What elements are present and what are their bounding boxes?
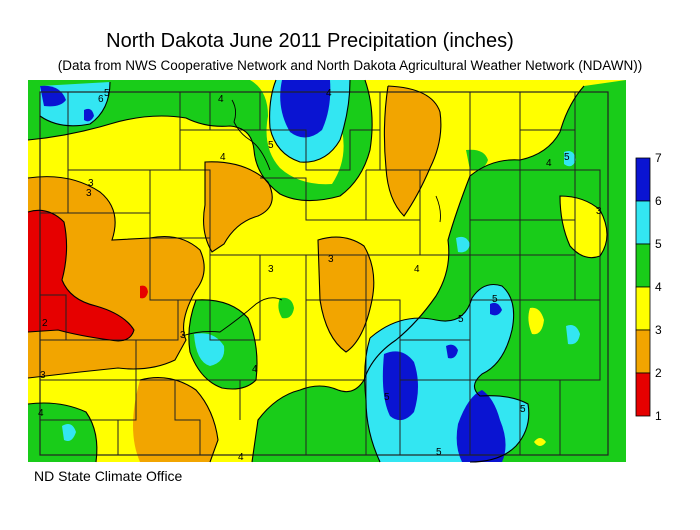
contour-label: 5 — [520, 404, 526, 415]
zone-6-7-south-east — [456, 390, 506, 462]
contour-label: 3 — [596, 206, 602, 217]
zone-4-5-northwest — [28, 80, 373, 201]
legend-label: 4 — [655, 280, 662, 294]
legend-swatch-6-7 — [635, 157, 651, 202]
legend-swatch-2-3 — [635, 329, 651, 374]
zone-3-4-ne-spot — [478, 115, 488, 124]
zone-1-2-spot — [140, 285, 148, 299]
legend-label: 1 — [655, 409, 662, 423]
contour-label: 4 — [546, 158, 552, 169]
zone-5-6-spot1 — [456, 236, 470, 253]
zone-3-4-east-spot — [528, 307, 544, 335]
zone-4-5-spot — [278, 297, 294, 319]
contour-label: 4 — [220, 152, 226, 163]
zone-6-7-nw2 — [84, 108, 94, 122]
legend-label: 6 — [655, 194, 662, 208]
contour-label: 3 — [88, 178, 94, 189]
contour-label: 5 — [564, 152, 570, 163]
zone-5-6-central — [194, 333, 225, 366]
legend-swatches — [635, 157, 651, 417]
contour-label: 4 — [38, 408, 44, 419]
credit-text: ND State Climate Office — [34, 468, 183, 484]
legend-labels: 7 6 5 4 3 2 1 — [655, 151, 662, 423]
zone-4-5-north-band — [466, 149, 488, 171]
contour-label: 6 — [98, 94, 104, 105]
legend-label: 2 — [655, 366, 662, 380]
legend-label: 3 — [655, 323, 662, 337]
contour-label: 5 — [492, 294, 498, 305]
zone-5-6-spot2 — [62, 424, 76, 441]
contour-label: 4 — [326, 88, 332, 99]
contour-label: 3 — [180, 330, 186, 341]
zone-1-2-west — [28, 210, 134, 341]
contour-labels: 6 5 4 4 3 2 3 3 4 5 4 5 4 5 3 3 4 5 3 4 … — [38, 88, 602, 463]
county-boundaries — [39, 91, 601, 455]
map-title: North Dakota June 2011 Precipitation (in… — [106, 30, 514, 52]
contour-label: 3 — [86, 188, 92, 199]
contour-label: 5 — [268, 140, 274, 151]
legend-swatch-3-4 — [635, 286, 651, 331]
contour-label: 4 — [252, 364, 258, 375]
zone-4-5-east — [252, 80, 626, 462]
zone-5-6-spot4 — [566, 325, 580, 345]
state-outline — [39, 91, 609, 456]
zone-6-7-spot2 — [490, 302, 502, 316]
river — [181, 99, 441, 337]
zone-3-4-se-spot — [534, 438, 546, 446]
zone-2-3-north — [384, 86, 441, 216]
legend-swatch-5-6 — [635, 200, 651, 245]
zone-6-7-north — [280, 80, 331, 138]
contour-label: 3 — [40, 370, 46, 381]
legend-label: 5 — [655, 237, 662, 251]
zone-5-6-spot3 — [564, 151, 576, 167]
zone-3-4-east-pocket — [560, 196, 607, 258]
legend-swatch-1-2 — [635, 372, 651, 417]
contour-label: 5 — [384, 392, 390, 403]
legend-swatch-4-5 — [635, 243, 651, 288]
precipitation-fill — [28, 80, 626, 462]
zone-2-3-central — [203, 161, 273, 252]
contour-label: 5 — [458, 314, 464, 325]
contour-label: 4 — [238, 452, 244, 463]
contour-label: 2 — [42, 318, 48, 329]
contour-label: 5 — [104, 88, 110, 99]
legend-label: 7 — [655, 151, 662, 165]
contour-label: 4 — [218, 94, 224, 105]
map-subtitle: (Data from NWS Cooperative Network and N… — [57, 58, 643, 73]
zone-4-5-southwest — [28, 403, 97, 462]
contour-label: 3 — [268, 264, 274, 275]
zone-6-7-spot — [446, 344, 458, 359]
contour-label: 3 — [328, 254, 334, 265]
zone-2-3-mid — [318, 237, 374, 352]
contour-lines — [27, 79, 608, 463]
contour-label: 5 — [436, 447, 442, 458]
zone-6-7-nw — [40, 85, 66, 107]
contour-label: 4 — [414, 264, 420, 275]
